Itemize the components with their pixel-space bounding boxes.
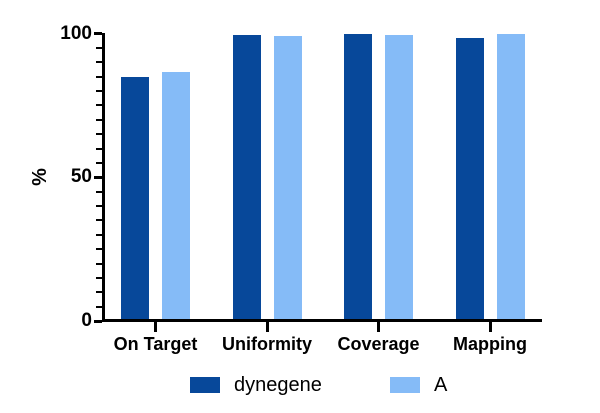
bar-dynegene-mapping [455,37,484,321]
legend-item-a: A [390,371,447,399]
x-tick-on-target [154,322,157,332]
y-minor-tick-85 [95,75,102,78]
y-minor-tick-75 [95,104,102,107]
x-tick-label-on-target: On Target [113,334,198,354]
y-minor-tick-60 [95,147,102,150]
bar-dynegene-coverage [344,33,372,321]
legend-swatch-dynegene [190,377,220,393]
x-tick-label-mapping: Mapping [453,334,527,354]
x-tick-uniformity [265,322,269,332]
y-minor-tick-15 [95,276,102,279]
y-minor-tick-55 [95,161,102,164]
y-tick-label-50: 50 [70,166,92,188]
y-major-tick-50 [93,175,102,179]
bar-a-uniformity [273,36,302,321]
y-minor-tick-5 [95,305,102,308]
x-tick-label-uniformity: Uniformity [222,334,312,354]
y-tick-label-100: 100 [60,22,92,44]
legend-item-dynegene: dynegene [190,371,322,399]
y-major-tick-0 [93,319,102,323]
y-minor-tick-10 [95,291,102,294]
y-minor-tick-45 [95,190,102,193]
y-minor-tick-95 [95,46,102,49]
y-minor-tick-20 [95,262,102,265]
bar-a-mapping [496,33,525,321]
x-tick-mapping [488,322,492,332]
y-minor-tick-70 [95,118,102,121]
y-minor-tick-80 [95,90,102,92]
x-tick-coverage [377,322,380,332]
bar-a-on-target [162,72,190,321]
y-minor-tick-35 [95,219,102,222]
x-axis-line [101,319,542,322]
y-major-tick-100 [93,32,102,35]
y-minor-tick-65 [95,133,102,136]
x-tick-label-coverage: Coverage [337,334,420,354]
bar-dynegene-on-target [121,76,149,321]
legend-label-a: A [434,374,448,396]
y-minor-tick-40 [95,205,102,207]
y-axis-line [101,33,105,322]
legend-swatch-a [390,377,420,393]
y-minor-tick-25 [95,248,102,251]
y-tick-label-0: 0 [81,310,92,331]
bar-a-coverage [385,34,413,321]
bar-dynegene-uniformity [232,34,261,321]
y-minor-tick-30 [95,233,102,236]
legend-label-dynegene: dynegene [234,374,322,396]
y-minor-tick-90 [95,61,102,64]
